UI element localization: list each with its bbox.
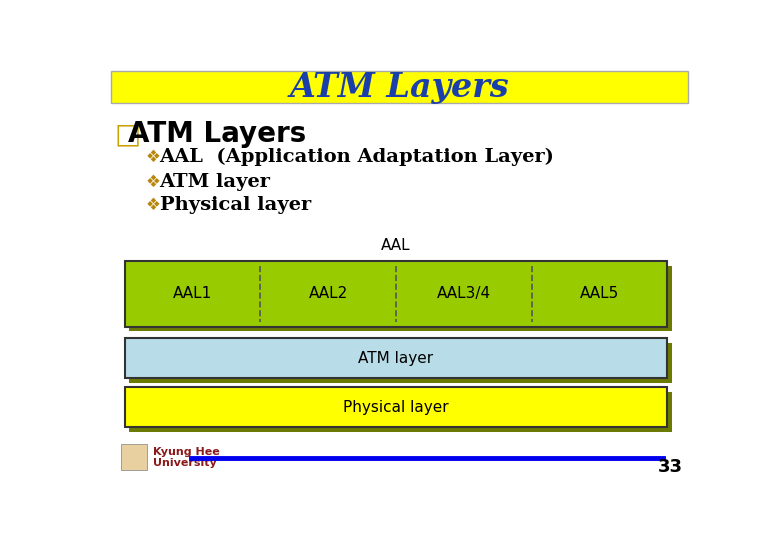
Text: AAL2: AAL2 bbox=[308, 286, 348, 301]
Text: Physical layer: Physical layer bbox=[343, 400, 448, 415]
Bar bbox=[129, 343, 672, 383]
Text: Kyung Hee
University: Kyung Hee University bbox=[154, 447, 220, 468]
Text: AAL3/4: AAL3/4 bbox=[437, 286, 491, 301]
Bar bbox=[121, 444, 147, 470]
Bar bbox=[125, 387, 667, 428]
Text: ❖: ❖ bbox=[146, 148, 161, 166]
Text: □: □ bbox=[115, 120, 141, 148]
Text: AAL: AAL bbox=[381, 239, 411, 253]
Text: ATM Layers: ATM Layers bbox=[290, 71, 509, 104]
Text: 33: 33 bbox=[658, 458, 682, 476]
Bar bbox=[129, 266, 672, 331]
Bar bbox=[125, 261, 667, 327]
Text: ATM layer: ATM layer bbox=[358, 350, 434, 366]
Text: ❖: ❖ bbox=[146, 195, 161, 214]
Text: ATM Layers: ATM Layers bbox=[129, 120, 307, 148]
Text: AAL1: AAL1 bbox=[173, 286, 212, 301]
Text: AAL  (Application Adaptation Layer): AAL (Application Adaptation Layer) bbox=[159, 148, 555, 166]
Text: ATM layer: ATM layer bbox=[159, 173, 271, 191]
Bar bbox=[112, 71, 688, 103]
Bar bbox=[129, 392, 672, 432]
Text: AAL5: AAL5 bbox=[580, 286, 619, 301]
Text: Physical layer: Physical layer bbox=[159, 195, 310, 214]
Text: ❖: ❖ bbox=[146, 173, 161, 191]
Bar bbox=[125, 338, 667, 378]
